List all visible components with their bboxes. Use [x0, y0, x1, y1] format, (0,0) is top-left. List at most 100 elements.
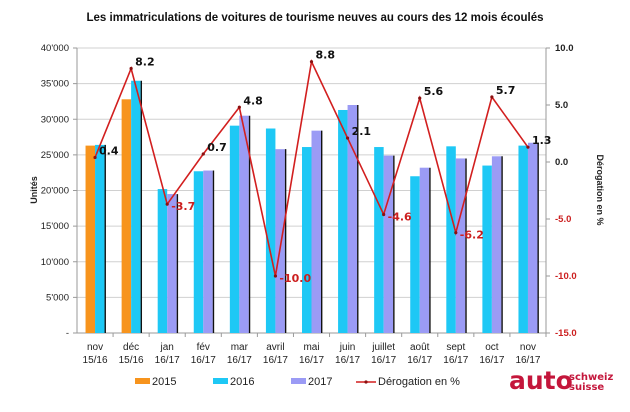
- x-tick-label: août: [410, 342, 430, 353]
- legend-label: 2015: [152, 376, 176, 388]
- logo-schweiz: schweiz: [569, 372, 613, 383]
- data-label: 4.8: [243, 94, 263, 107]
- x-tick-label: 16/17: [371, 355, 396, 366]
- y2-tick-label: -15.0: [555, 328, 577, 339]
- bar-2016: [518, 145, 528, 333]
- data-label: 8.2: [135, 56, 155, 69]
- bar-2016: [229, 125, 240, 333]
- chart-title: Les immatriculations de voitures de tour…: [87, 12, 544, 24]
- data-label: -3.7: [171, 200, 195, 213]
- x-tick-label: 16/17: [191, 355, 216, 366]
- bar-2017: [347, 105, 358, 333]
- y-tick-label: 20'000: [41, 186, 69, 197]
- y2-tick-label: 10.0: [555, 43, 574, 54]
- legend-line-marker: [364, 380, 368, 384]
- x-tick-label: 16/17: [263, 355, 288, 366]
- y2-tick-label: -5.0: [555, 214, 571, 225]
- bar-2017: [383, 155, 394, 333]
- x-tick-label: nov: [87, 342, 103, 353]
- x-tick-label: oct: [485, 342, 499, 353]
- x-tick-label: nov: [520, 342, 536, 353]
- y2-tick-label: -10.0: [555, 271, 577, 282]
- x-tick-label: avril: [266, 342, 284, 353]
- x-tick-label: 16/17: [515, 355, 540, 366]
- bar-2016: [157, 189, 168, 333]
- derogation-point: [345, 136, 350, 140]
- data-label: 5.6: [424, 85, 444, 98]
- y-axis-title: Unités: [29, 176, 39, 204]
- logo-suisse: suisse: [569, 382, 604, 393]
- x-tick-label: mar: [231, 342, 249, 353]
- x-tick-label: mai: [303, 342, 319, 353]
- data-label: -4.6: [388, 210, 412, 223]
- bar-2016: [446, 146, 456, 333]
- derogation-point: [309, 60, 314, 64]
- bar-2017: [527, 142, 538, 333]
- data-label: 5.7: [496, 84, 516, 97]
- bar-2016: [302, 147, 312, 333]
- y2-axis-title: Dérogation en %: [595, 154, 605, 225]
- bar-2016: [131, 80, 141, 334]
- legend-label: Dérogation en %: [378, 376, 460, 388]
- derogation-point: [382, 212, 386, 217]
- y2-tick-label: 0.0: [555, 157, 568, 168]
- bar-2016: [482, 165, 492, 333]
- bar-2017: [491, 156, 502, 333]
- bar-2016: [410, 176, 420, 333]
- derogation-point: [418, 96, 422, 100]
- bar-2017: [419, 167, 430, 333]
- x-tick-label: 16/17: [407, 355, 432, 366]
- y-tick-label: 35'000: [41, 79, 69, 90]
- x-tick-label: fév: [197, 342, 210, 353]
- derogation-point: [526, 145, 530, 149]
- logo-auto: auto: [509, 366, 573, 395]
- derogation-point: [454, 231, 458, 235]
- y-tick-label: 30'000: [41, 114, 69, 125]
- y-tick-label: 15'000: [41, 221, 69, 232]
- legend-swatch-2015: [135, 378, 150, 384]
- bar-2017: [239, 115, 249, 333]
- x-tick-label: juin: [339, 342, 356, 353]
- y-tick-label: -: [66, 328, 69, 339]
- legend-swatch-2016: [213, 378, 228, 384]
- bar-2015: [121, 99, 132, 333]
- bar-2017: [311, 130, 321, 333]
- bar-2016: [265, 128, 276, 333]
- bar-2017: [167, 194, 177, 333]
- bar-2017: [203, 170, 213, 333]
- x-tick-label: 15/16: [119, 355, 144, 366]
- x-tick-label: déc: [123, 342, 139, 353]
- data-label: -6.2: [460, 229, 484, 242]
- data-label: 1.3: [532, 134, 552, 147]
- x-tick-label: 16/17: [443, 355, 468, 366]
- legend: 2015 2016 2017 Dérogation en %: [135, 376, 460, 388]
- derogation-point: [201, 152, 205, 156]
- derogation-point: [93, 155, 97, 160]
- x-tick-label: sept: [446, 342, 465, 353]
- legend-label: 2016: [230, 376, 254, 388]
- data-label: 8.8: [316, 49, 336, 62]
- bar-2017: [275, 149, 285, 333]
- bar-2016: [95, 144, 105, 333]
- legend-swatch-2017: [291, 378, 306, 384]
- x-tick-label: 15/16: [83, 355, 108, 366]
- data-label: 0.4: [99, 144, 119, 157]
- bar-2016: [338, 109, 348, 333]
- derogation-line: [93, 59, 530, 278]
- x-tick-label: jan: [160, 342, 174, 353]
- x-tick-label: 16/17: [155, 355, 180, 366]
- legend-label: 2017: [308, 376, 332, 388]
- logo: auto schweiz suisse: [509, 366, 613, 395]
- data-label: 0.7: [207, 141, 227, 154]
- y-tick-label: 10'000: [41, 257, 69, 268]
- y-tick-label: 5'000: [46, 292, 69, 303]
- derogation-point: [273, 274, 278, 278]
- bar-2016: [193, 171, 204, 333]
- derogation-point: [165, 202, 169, 206]
- x-tick-label: 16/17: [299, 355, 324, 366]
- x-tick-label: 16/17: [479, 355, 504, 366]
- data-label: -10.0: [279, 272, 311, 285]
- bar-2015: [85, 145, 96, 333]
- y-tick-label: 40'000: [41, 43, 69, 54]
